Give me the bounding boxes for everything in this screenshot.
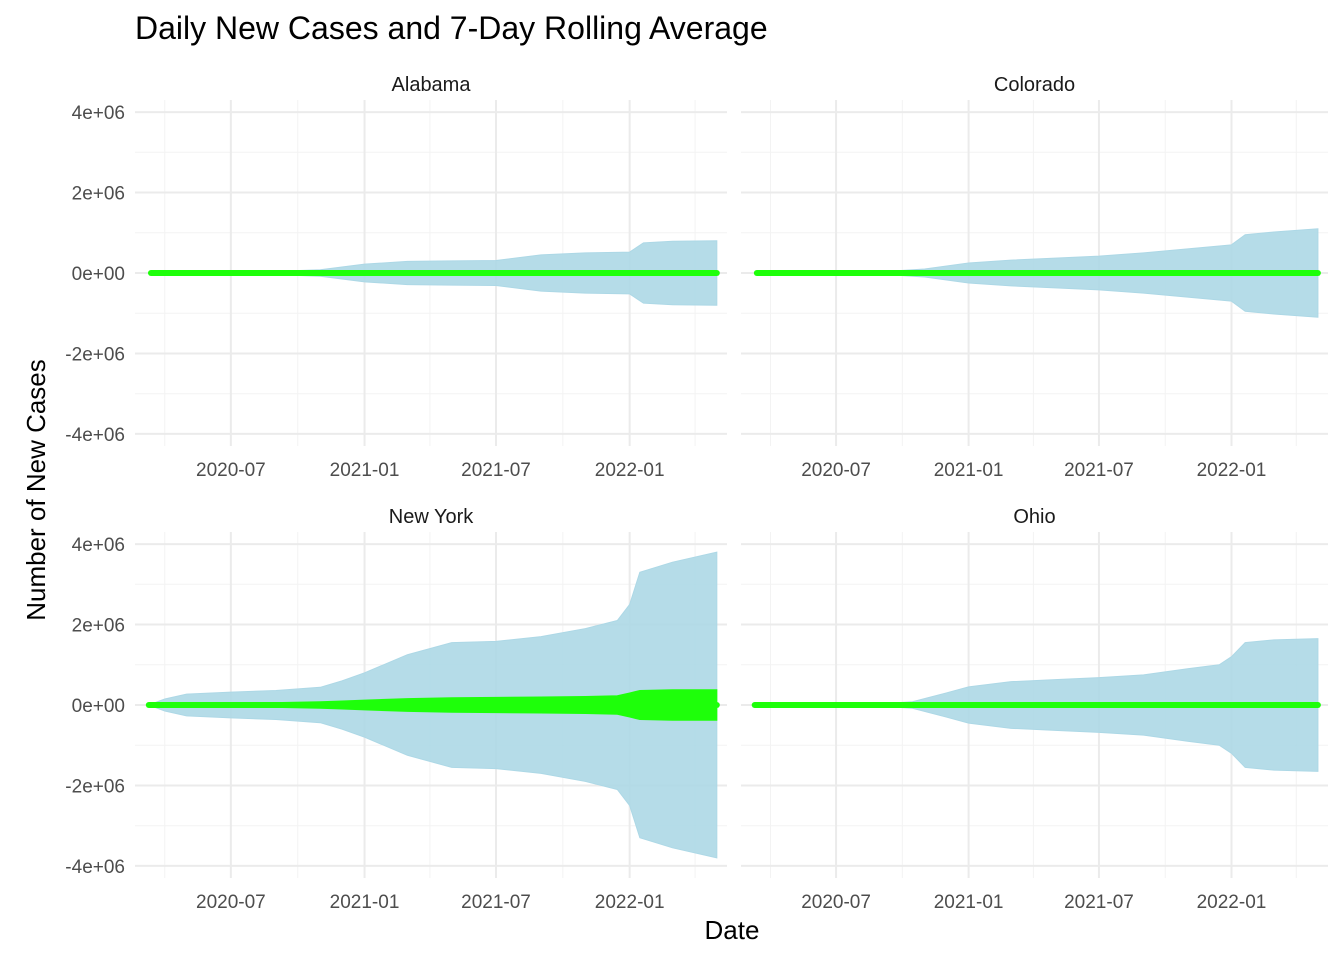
y-tick-label: 2e+06	[72, 616, 125, 637]
x-tick-label: 2022-01	[595, 460, 665, 481]
y-axis-title: Number of New Cases	[21, 359, 51, 621]
chart-title: Daily New Cases and 7-Day Rolling Averag…	[135, 10, 768, 46]
y-tick-label: 4e+06	[72, 103, 125, 124]
y-tick-label: -2e+06	[65, 776, 125, 797]
y-tick-label: -4e+06	[65, 425, 125, 446]
x-tick-label: 2021-01	[934, 460, 1004, 481]
x-tick-label: 2020-07	[196, 892, 266, 913]
x-tick-label: 2021-01	[330, 892, 400, 913]
facet-strip-label: Ohio	[1013, 506, 1055, 528]
y-tick-label: 4e+06	[72, 535, 125, 556]
x-tick-label: 2020-07	[801, 892, 871, 913]
facet-panels: Alabama -4e+06 -2e+06 0e+00 2e+06 4e+06 2020-0…	[65, 74, 1328, 913]
facet-strip-label: Alabama	[392, 74, 472, 96]
facet-panel-colorado: Colorado 2020-07 2021-01 2021-07 2022-01	[741, 74, 1328, 481]
y-tick-label: 2e+06	[72, 184, 125, 205]
facet-strip-label: New York	[389, 506, 474, 528]
facet-panel-ohio: Ohio 2020-07 2021-01 2021-07 2022-01	[741, 506, 1328, 913]
y-tick-label: 0e+00	[72, 264, 125, 285]
facet-strip-label: Colorado	[994, 74, 1075, 96]
facet-panel-new-york: New York -4e+06 -2e+06 0e+00 2e+06 4e+06 2020-…	[65, 506, 727, 913]
x-axis-title: Date	[705, 915, 760, 945]
x-tick-label: 2021-07	[461, 892, 531, 913]
facet-panel-alabama: Alabama -4e+06 -2e+06 0e+00 2e+06 4e+06 2020-0…	[65, 74, 727, 481]
y-tick-label: -2e+06	[65, 344, 125, 365]
x-tick-label: 2021-07	[1064, 460, 1134, 481]
y-tick-label: 0e+00	[72, 696, 125, 717]
x-tick-label: 2022-01	[1197, 892, 1267, 913]
x-tick-label: 2021-07	[1064, 892, 1134, 913]
x-tick-label: 2022-01	[595, 892, 665, 913]
x-tick-label: 2021-01	[934, 892, 1004, 913]
x-tick-label: 2020-07	[801, 460, 871, 481]
x-tick-label: 2021-01	[330, 460, 400, 481]
x-tick-label: 2022-01	[1197, 460, 1267, 481]
y-tick-label: -4e+06	[65, 857, 125, 878]
x-tick-label: 2021-07	[461, 460, 531, 481]
x-tick-label: 2020-07	[196, 460, 266, 481]
